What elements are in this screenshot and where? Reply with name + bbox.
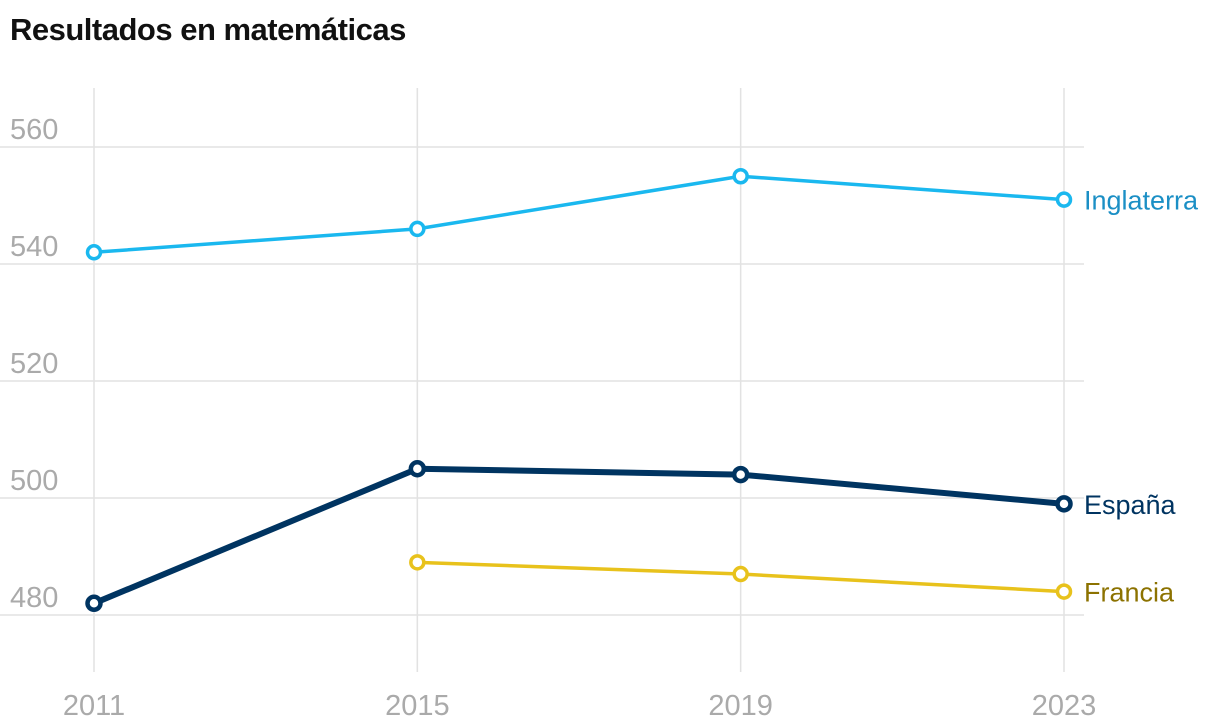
- y-tick-label: 520: [10, 348, 58, 380]
- data-point: [732, 565, 749, 583]
- y-tick-label: 540: [10, 231, 58, 263]
- data-point: [1055, 495, 1073, 513]
- data-point: [408, 460, 427, 478]
- series-layer: [85, 168, 1073, 613]
- data-point: [1055, 583, 1073, 600]
- data-point: [731, 465, 750, 484]
- series-label: España: [1084, 490, 1177, 520]
- data-point: [85, 244, 103, 261]
- tick-layer: 480 500 520 540 560 2011 2015 2019 2023: [10, 114, 1096, 722]
- y-tick-label: 560: [10, 114, 58, 146]
- series-label: Inglaterra: [1084, 186, 1199, 216]
- chart-title: Resultados en matemáticas: [10, 12, 406, 47]
- series-line: [91, 465, 1067, 607]
- data-point: [409, 554, 426, 571]
- y-tick-label: 480: [10, 582, 58, 614]
- data-point: [409, 220, 426, 238]
- data-point: [85, 594, 103, 613]
- x-tick-label: 2023: [1032, 690, 1097, 722]
- x-tick-label: 2011: [63, 690, 125, 722]
- grid-layer: [0, 88, 1084, 672]
- y-tick-label: 500: [10, 465, 58, 497]
- data-point: [1055, 191, 1073, 208]
- x-tick-label: 2019: [708, 690, 773, 722]
- label-layer: Inglaterra España Francia: [1084, 186, 1199, 608]
- data-point: [732, 168, 749, 185]
- series-label: Francia: [1084, 578, 1175, 608]
- x-tick-label: 2015: [385, 690, 450, 722]
- series-line: [92, 174, 1066, 255]
